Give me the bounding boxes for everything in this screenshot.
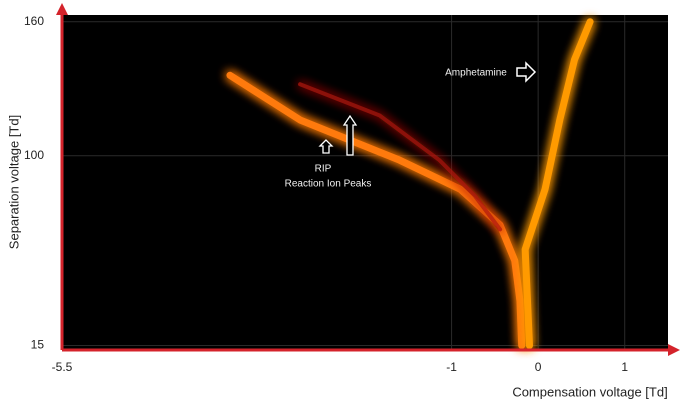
annotation: Reaction Ion Peaks (285, 179, 372, 190)
y-axis-label: Separation voltage [Td] (6, 115, 21, 249)
x-tick-label: -1 (446, 360, 457, 374)
x-tick-label: 0 (535, 360, 542, 374)
annotation: Amphetamine (445, 68, 507, 79)
y-axis-arrow (56, 3, 68, 15)
x-axis-label: Compensation voltage [Td] (512, 384, 667, 399)
y-tick-label: 15 (31, 338, 45, 352)
x-tick-label: 1 (621, 360, 628, 374)
y-tick-label: 160 (24, 14, 44, 28)
chart: Amphetamine RIP Reaction Ion Peaks Compe… (0, 0, 681, 402)
annotation: RIP (315, 164, 332, 175)
x-axis-arrow (668, 344, 680, 356)
x-tick-label: -5.5 (52, 360, 73, 374)
y-tick-label: 100 (24, 148, 44, 162)
